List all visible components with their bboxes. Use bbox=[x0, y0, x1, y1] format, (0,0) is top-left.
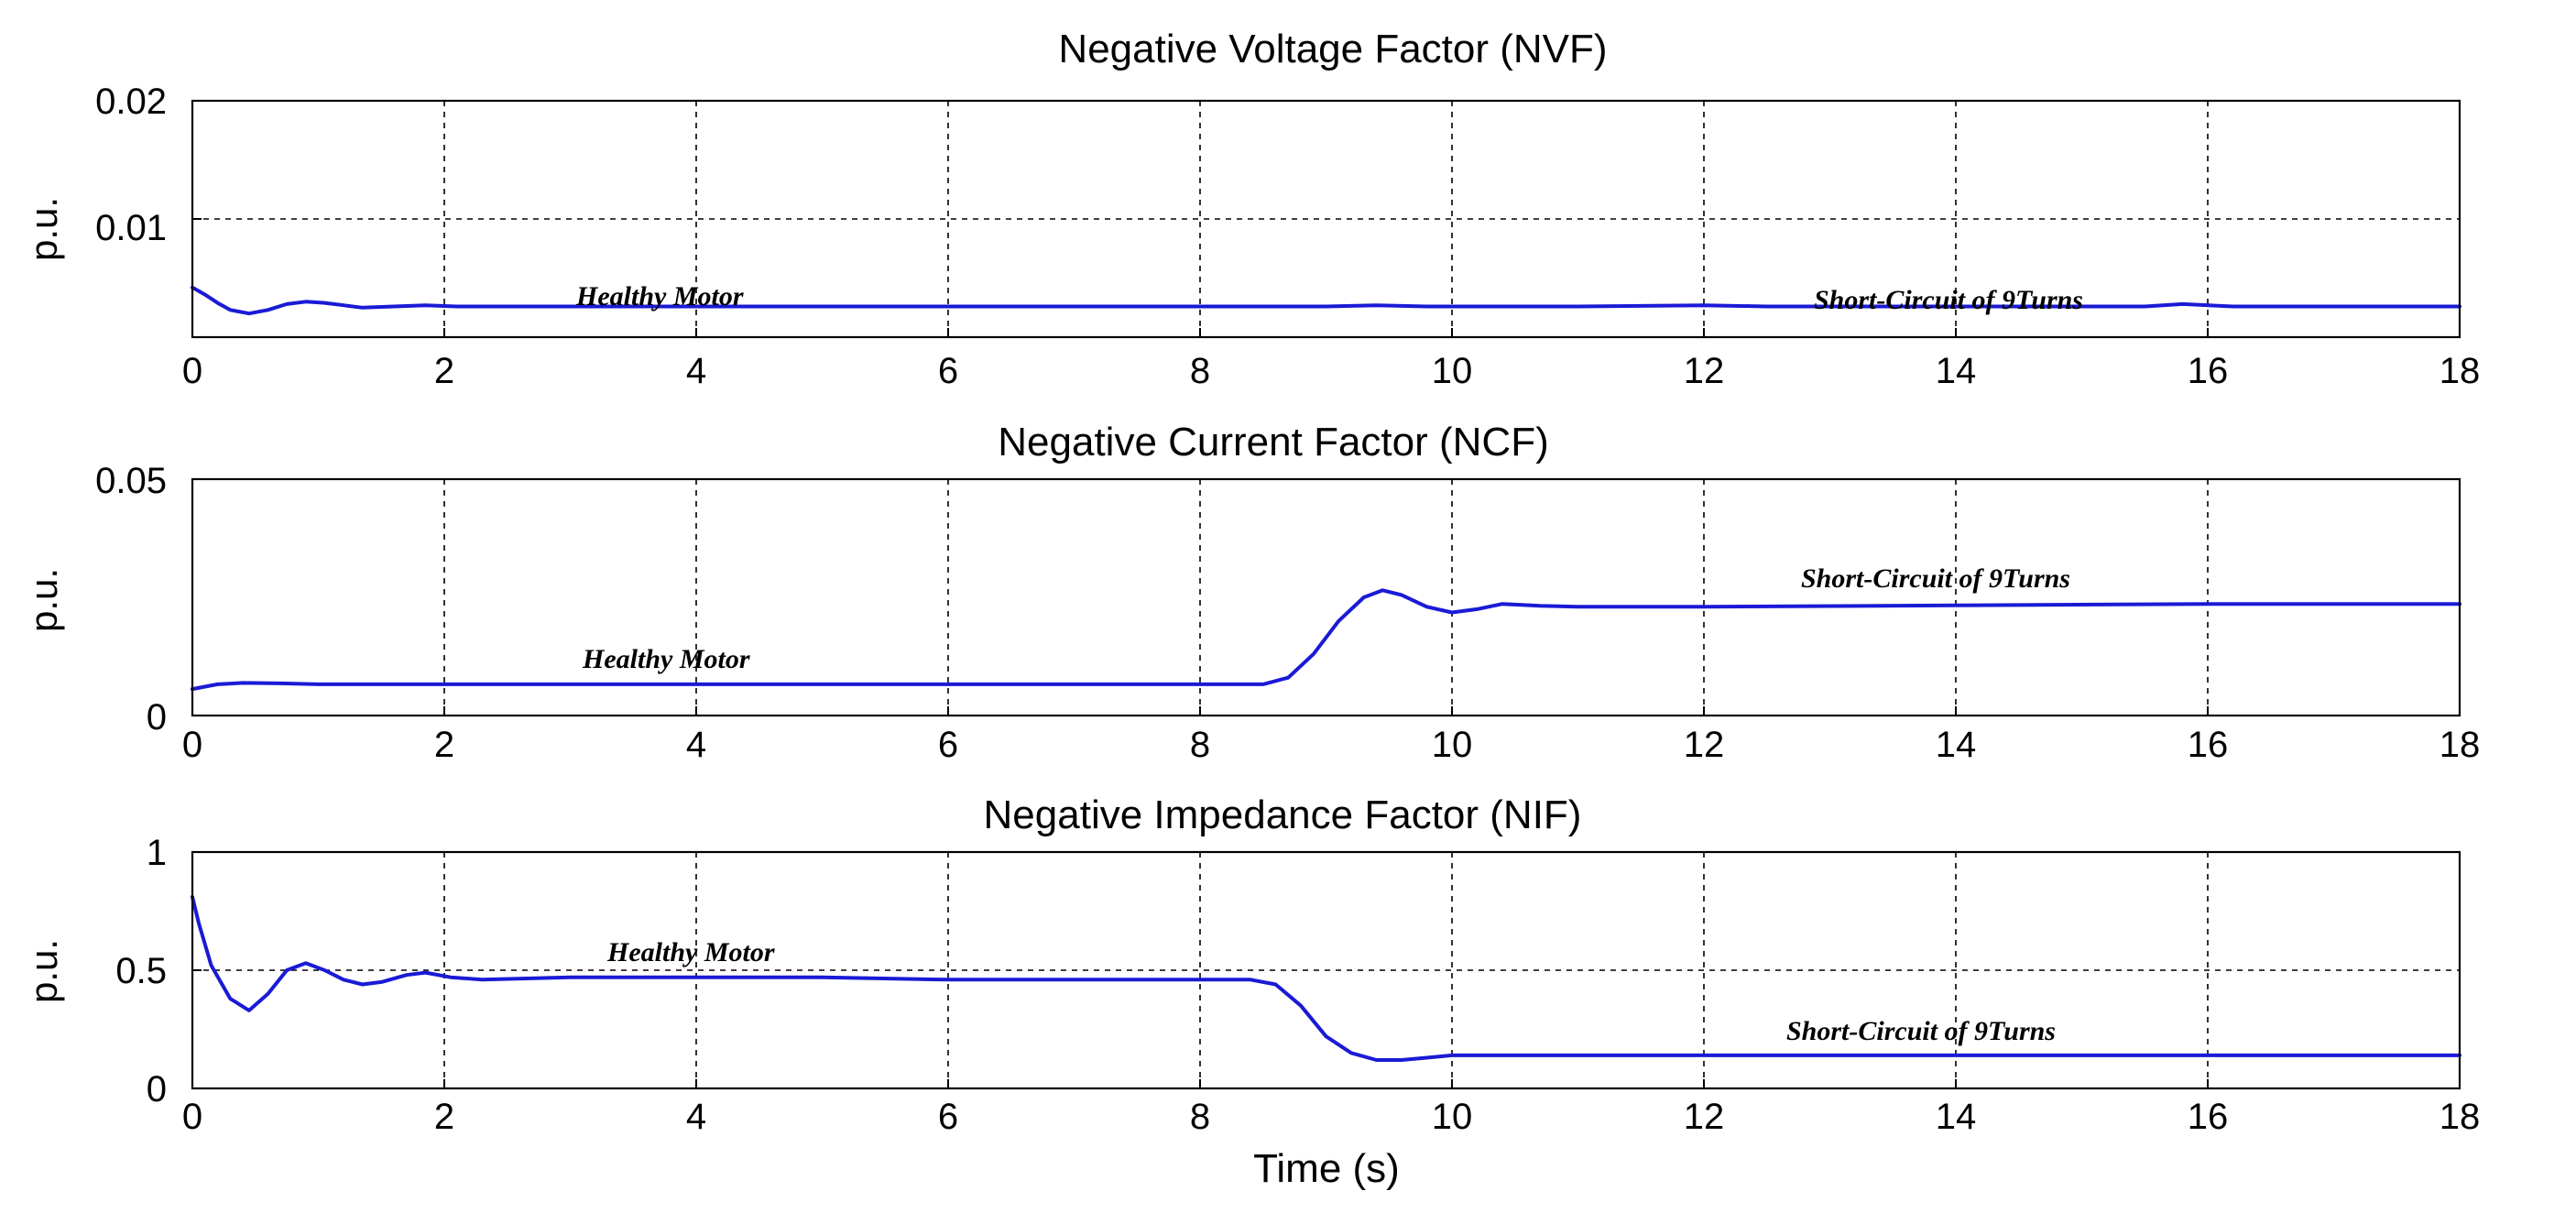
nvf-xtick-label: 2 bbox=[434, 351, 454, 391]
ncf-axes-frame bbox=[191, 477, 2461, 717]
ncf-xtick-label: 14 bbox=[1936, 725, 1977, 765]
ncf-ytick-label: 0 bbox=[147, 697, 167, 738]
nif-xtick-label: 8 bbox=[1190, 1097, 1210, 1137]
ncf-ylabel: p.u. bbox=[22, 568, 65, 632]
nvf-ytick-label: 0.02 bbox=[95, 82, 167, 122]
nif-ytick-label: 0.5 bbox=[115, 951, 167, 991]
nif-xtick-label: 16 bbox=[2188, 1097, 2229, 1137]
nvf-annotation-healthy: Healthy Motor bbox=[575, 281, 744, 311]
nif-ytick-label: 1 bbox=[147, 833, 167, 873]
nif-xtick-label: 4 bbox=[686, 1097, 706, 1137]
ncf-xtick-label: 16 bbox=[2188, 725, 2229, 765]
nif-ytick-label: 0 bbox=[147, 1069, 167, 1109]
nvf-xtick-label: 10 bbox=[1432, 351, 1473, 391]
ncf-ytick-label: 0.05 bbox=[95, 461, 167, 501]
nif-xtick-label: 14 bbox=[1936, 1097, 1977, 1137]
ncf-xtick-label: 10 bbox=[1432, 725, 1473, 765]
ncf-xtick-label: 8 bbox=[1190, 725, 1210, 765]
ncf-panel: Negative Current Factor (NCF) p.u. 0.05 … bbox=[22, 420, 2480, 765]
nif-xtick-label: 0 bbox=[182, 1097, 202, 1137]
nif-annotation-short-circuit: Short-Circuit of 9Turns bbox=[1786, 1016, 2056, 1046]
ncf-title: Negative Current Factor (NCF) bbox=[998, 420, 1548, 464]
ncf-xtick-label: 0 bbox=[182, 725, 202, 765]
nvf-xtick-label: 0 bbox=[182, 351, 202, 391]
ncf-xtick-label: 6 bbox=[938, 725, 958, 765]
ncf-xtick-label: 18 bbox=[2440, 725, 2481, 765]
nvf-axes-frame bbox=[191, 99, 2461, 339]
nvf-title: Negative Voltage Factor (NVF) bbox=[1058, 27, 1607, 71]
nvf-xtick-label: 12 bbox=[1684, 351, 1725, 391]
nvf-xtick-label: 6 bbox=[938, 351, 958, 391]
nif-line bbox=[191, 895, 2461, 1062]
nif-ylabel: p.u. bbox=[22, 939, 65, 1003]
ncf-ytick-labels: 0.05 0 bbox=[95, 461, 167, 738]
nvf-ylabel: p.u. bbox=[22, 197, 65, 261]
x-axis-label: Time (s) bbox=[1253, 1146, 1400, 1191]
ncf-xtick-label: 2 bbox=[434, 725, 454, 765]
nif-xtick-label: 10 bbox=[1432, 1097, 1473, 1137]
nvf-line bbox=[191, 285, 2461, 316]
ncf-line bbox=[191, 588, 2461, 692]
nif-axes-frame bbox=[191, 850, 2461, 1090]
nvf-xtick-label: 4 bbox=[686, 351, 706, 391]
ncf-xtick-label: 12 bbox=[1684, 725, 1725, 765]
nif-title: Negative Impedance Factor (NIF) bbox=[984, 792, 1582, 837]
nvf-xtick-label: 18 bbox=[2440, 351, 2481, 391]
nif-annotation-healthy: Healthy Motor bbox=[606, 937, 775, 967]
nif-xtick-labels: 0 2 4 6 8 10 12 14 16 18 bbox=[182, 1097, 2480, 1137]
nvf-ytick-label: 0.01 bbox=[95, 208, 167, 248]
nif-xtick-label: 18 bbox=[2440, 1097, 2481, 1137]
nvf-xtick-label: 16 bbox=[2188, 351, 2229, 391]
nvf-panel: Negative Voltage Factor (NVF) p.u. 0.02 … bbox=[22, 27, 2480, 391]
nvf-ytick-labels: 0.02 0.01 bbox=[95, 82, 167, 248]
nvf-xtick-labels: 0 2 4 6 8 10 12 14 16 18 bbox=[182, 351, 2480, 391]
nvf-xtick-label: 14 bbox=[1936, 351, 1977, 391]
nif-xtick-label: 12 bbox=[1684, 1097, 1725, 1137]
nif-panel: Negative Impedance Factor (NIF) p.u. 1 0… bbox=[22, 792, 2480, 1191]
nif-xtick-label: 6 bbox=[938, 1097, 958, 1137]
ncf-annotation-healthy: Healthy Motor bbox=[582, 644, 750, 674]
ncf-xtick-label: 4 bbox=[686, 725, 706, 765]
nvf-annotation-short-circuit: Short-Circuit of 9Turns bbox=[1814, 285, 2083, 315]
nif-xtick-label: 2 bbox=[434, 1097, 454, 1137]
nif-ytick-labels: 1 0.5 0 bbox=[115, 833, 167, 1109]
ncf-annotation-short-circuit: Short-Circuit of 9Turns bbox=[1801, 563, 2070, 594]
nvf-xtick-label: 8 bbox=[1190, 351, 1210, 391]
ncf-xtick-labels: 0 2 4 6 8 10 12 14 16 18 bbox=[182, 725, 2480, 765]
